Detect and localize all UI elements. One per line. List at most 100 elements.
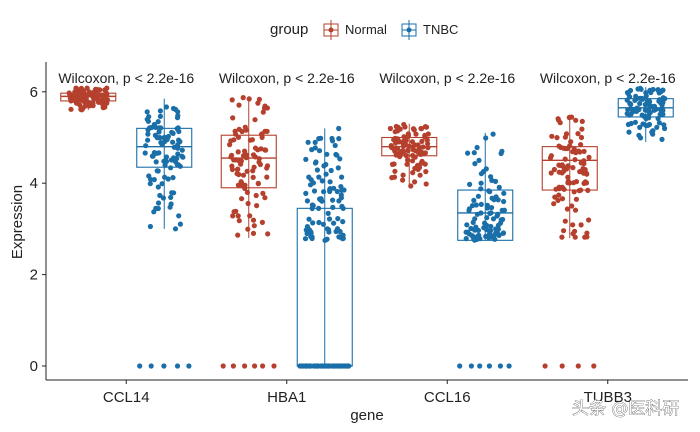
data-point — [655, 87, 661, 93]
data-point — [400, 172, 406, 178]
data-point — [471, 197, 477, 203]
data-point — [242, 148, 248, 154]
data-point — [563, 131, 570, 137]
data-point — [488, 223, 494, 230]
data-point — [303, 190, 309, 196]
annotation-hba1: Wilcoxon, p < 2.2e-16 — [219, 70, 355, 86]
data-point — [551, 166, 558, 173]
data-point — [179, 147, 185, 153]
data-point — [389, 161, 396, 167]
y-tick-label-4: 4 — [30, 175, 38, 192]
data-point — [463, 236, 469, 242]
data-point — [165, 176, 171, 182]
data-point — [174, 115, 181, 121]
data-point — [316, 148, 323, 154]
data-point — [236, 102, 242, 108]
data-point — [637, 124, 643, 130]
data-point — [336, 234, 342, 240]
data-point — [422, 150, 428, 156]
data-point — [556, 184, 562, 190]
data-point — [82, 103, 88, 109]
y-tick-label-6: 6 — [30, 84, 38, 101]
data-point — [147, 125, 153, 131]
data-point — [310, 180, 316, 186]
box-tnbc-ccl16 — [457, 131, 514, 369]
data-point — [643, 123, 649, 129]
annotation-tubb3: Wilcoxon, p < 2.2e-16 — [540, 70, 676, 86]
data-point — [425, 141, 431, 147]
legend-key-tnbc — [401, 20, 417, 40]
data-point — [582, 167, 588, 173]
data-point — [146, 114, 152, 120]
x-tick-label-tubb3: TUBB3 — [584, 389, 632, 406]
data-point — [254, 203, 260, 209]
data-point — [172, 159, 179, 165]
data-point — [423, 181, 429, 187]
data-point — [146, 173, 152, 179]
x-tick-label-ccl14: CCL14 — [103, 389, 150, 406]
data-point — [304, 198, 310, 204]
data-point — [230, 115, 236, 121]
data-point — [310, 203, 316, 209]
data-point — [156, 150, 162, 156]
data-point — [331, 185, 337, 191]
data-point — [495, 197, 501, 203]
data-point-zero — [468, 363, 474, 369]
data-point — [175, 109, 181, 115]
data-point — [316, 174, 322, 180]
data-point — [494, 230, 500, 236]
data-point — [265, 231, 271, 237]
data-point — [412, 179, 418, 185]
data-point — [501, 190, 507, 196]
data-point — [329, 135, 335, 142]
data-point — [403, 153, 409, 159]
data-point-zero — [506, 363, 512, 369]
data-point — [570, 165, 576, 171]
data-point — [393, 123, 399, 130]
data-point — [159, 181, 165, 187]
data-point — [643, 93, 649, 99]
data-point — [484, 202, 490, 208]
data-point — [409, 139, 415, 145]
data-point — [490, 131, 496, 137]
data-point — [496, 184, 502, 190]
data-point — [177, 221, 183, 227]
data-point — [319, 178, 325, 184]
data-point — [145, 131, 151, 137]
data-point — [147, 181, 153, 187]
data-point — [339, 174, 345, 180]
data-point — [234, 167, 241, 173]
data-point-zero — [242, 363, 248, 369]
box-normal-tubb3 — [541, 114, 598, 369]
data-point — [247, 213, 253, 219]
data-point — [475, 227, 481, 233]
data-point — [84, 85, 90, 91]
data-point — [575, 131, 581, 137]
data-point — [170, 139, 176, 145]
data-point-zero — [174, 363, 181, 369]
data-point — [68, 106, 74, 112]
data-point — [478, 201, 484, 207]
data-point — [468, 225, 474, 232]
data-point — [247, 137, 253, 143]
data-point — [586, 217, 592, 223]
data-point — [567, 143, 573, 149]
data-point — [170, 130, 176, 136]
data-point — [418, 126, 425, 132]
data-point — [179, 153, 185, 159]
data-point — [651, 103, 658, 109]
data-point — [316, 205, 322, 211]
data-point — [236, 218, 242, 224]
data-point — [489, 195, 495, 201]
data-point — [253, 192, 259, 199]
data-point — [566, 114, 572, 121]
data-point — [238, 180, 244, 186]
data-point — [326, 216, 333, 222]
data-point — [581, 148, 587, 154]
data-point — [250, 217, 257, 223]
data-point — [336, 136, 342, 142]
data-point — [585, 187, 591, 193]
data-point — [579, 126, 585, 132]
data-point — [76, 97, 82, 103]
data-point — [176, 137, 182, 143]
